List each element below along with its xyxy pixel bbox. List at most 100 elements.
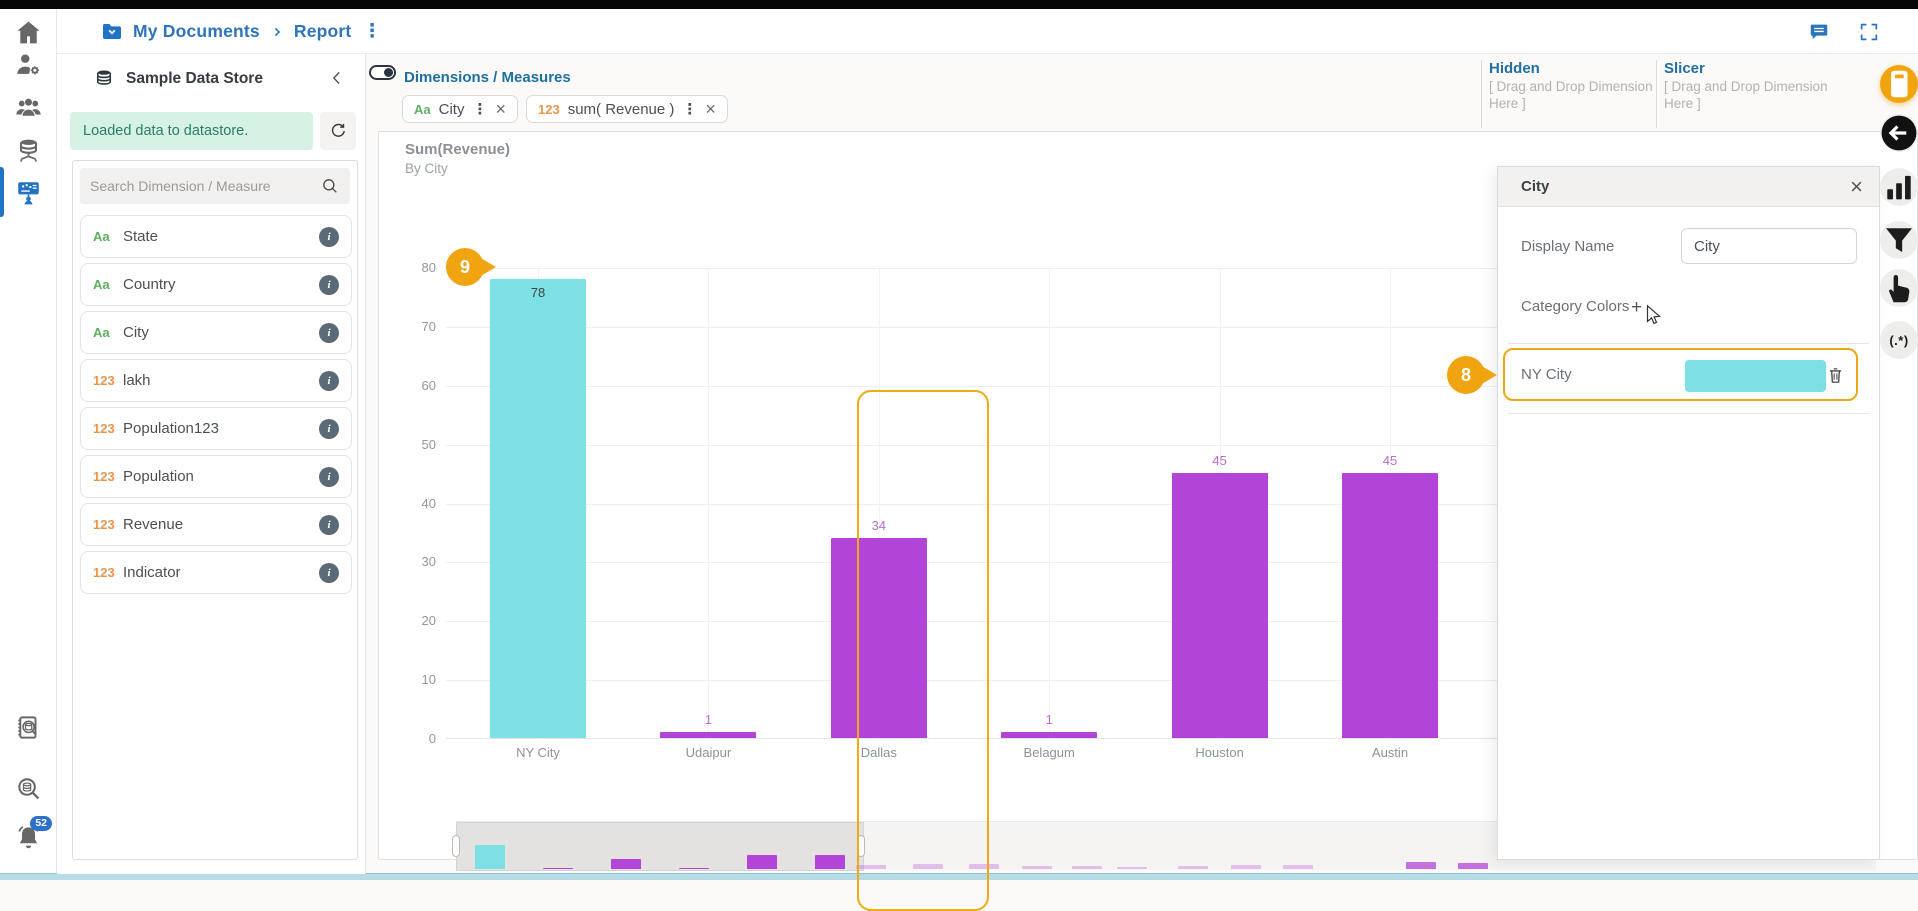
navigator-handle-right[interactable] [857, 835, 865, 857]
folder-dropdown-icon[interactable] [100, 20, 124, 44]
navigator-bar-faded [1178, 866, 1208, 869]
bar-ny-city[interactable] [490, 278, 586, 738]
rail-home-button[interactable] [14, 18, 43, 47]
refresh-button[interactable] [320, 112, 356, 150]
dropzone-hidden-title: Hidden [1489, 60, 1540, 77]
x-axis-label: Dallas [860, 745, 897, 760]
chip-menu-kebab-icon[interactable]: ⋮ [472, 101, 488, 118]
search-input[interactable] [80, 178, 320, 194]
field-label: Population123 [123, 420, 219, 437]
bar-houston[interactable] [1171, 473, 1268, 738]
navigator-bar-faded [913, 864, 943, 869]
tool-filter-button[interactable] [1880, 221, 1918, 259]
bar-dallas[interactable] [830, 537, 927, 738]
info-icon[interactable]: i [319, 418, 339, 439]
active-nav-indicator [0, 167, 4, 217]
rail-data-search-button[interactable] [14, 774, 43, 803]
bottom-scrollbar[interactable] [0, 873, 1918, 880]
bar-belagum[interactable] [1001, 732, 1098, 738]
rail-notifications-button[interactable]: 52 [14, 816, 52, 853]
display-name-input[interactable] [1681, 228, 1857, 264]
filter-icon [1886, 228, 1912, 253]
fullscreen-icon[interactable] [1858, 21, 1880, 43]
x-axis-label: NY City [516, 745, 560, 760]
field-label: Revenue [123, 516, 184, 533]
collapse-panel-icon[interactable] [327, 68, 347, 88]
field-label: Population [123, 468, 194, 485]
field-item-population[interactable]: 123 Population i [80, 455, 352, 498]
tool-chart-bars-button[interactable] [1880, 168, 1918, 206]
field-item-city[interactable]: Aa City i [80, 311, 352, 354]
chip-remove-icon[interactable]: × [495, 99, 506, 119]
bar-udaipur[interactable] [660, 732, 757, 738]
field-item-country[interactable]: Aa Country i [80, 263, 352, 306]
y-axis-tick: 50 [421, 436, 436, 452]
search-icon[interactable] [320, 176, 340, 196]
info-icon[interactable]: i [319, 370, 339, 391]
info-icon[interactable]: i [319, 274, 339, 295]
info-icon[interactable]: i [319, 466, 339, 487]
info-icon[interactable]: i [319, 562, 339, 583]
chip-remove-icon[interactable]: × [705, 99, 716, 119]
close-icon[interactable]: × [1850, 174, 1863, 199]
field-item-state[interactable]: Aa State i [80, 215, 352, 258]
field-item-population123[interactable]: 123 Population123 i [80, 407, 352, 450]
datastore-icon [19, 139, 38, 162]
gridline [446, 385, 1876, 387]
dropzone-hidden[interactable]: Hidden [ Drag and Drop Dimension Here ] [1481, 60, 1653, 128]
breadcrumb-report[interactable]: Report [293, 21, 352, 41]
navigator-selection[interactable] [456, 822, 864, 871]
gridline [446, 680, 1876, 682]
bar-chart-plot: 0 10 20 30 40 50 60 70 80 78 NY City 1 Udaipur 34 Dall… [422, 260, 1876, 760]
category-colors-label: Category Colors [1521, 298, 1630, 315]
category-color-row-label: NY City [1521, 366, 1572, 383]
datastore-panel: Sample Data Store Loaded data to datasto… [57, 54, 366, 874]
rail-data-audit-button[interactable] [14, 713, 43, 742]
chevron-right-icon [269, 24, 285, 40]
bar-value-label: 45 [1212, 453, 1227, 469]
dropzone-slicer[interactable]: Slicer [ Drag and Drop Dimension Here ] [1656, 60, 1828, 128]
bar-austin[interactable] [1342, 473, 1438, 738]
breadcrumb-my-documents[interactable]: My Documents [133, 21, 260, 41]
measure-type-icon: 123 [93, 421, 115, 436]
field-searchbox [80, 168, 350, 204]
field-item-revenue[interactable]: 123 Revenue i [80, 503, 352, 546]
chip-city[interactable]: Aa City ⋮ × [402, 95, 518, 123]
dimension-type-icon: Aa [414, 101, 431, 117]
category-color-row: NY City [1503, 348, 1858, 401]
info-icon[interactable]: i [319, 226, 339, 247]
rail-datastore-button[interactable] [14, 136, 43, 165]
measure-type-icon: 123 [93, 373, 115, 388]
navigator-handle-left[interactable] [452, 835, 460, 857]
datastore-header: Sample Data Store [93, 64, 263, 94]
field-item-indicator[interactable]: 123 Indicator i [80, 551, 352, 594]
tool-regex-button[interactable]: (.*) [1880, 321, 1918, 359]
rail-users-group-button[interactable] [14, 93, 43, 122]
navigator-bar-faded [1283, 865, 1313, 869]
add-category-color-button[interactable]: + [1631, 297, 1643, 318]
status-banner: Loaded data to datastore. [70, 112, 313, 150]
info-icon[interactable]: i [319, 322, 339, 343]
category-color-swatch[interactable] [1685, 360, 1826, 392]
field-item-lakh[interactable]: 123 lakh i [80, 359, 352, 402]
hand-icon [1889, 275, 1910, 303]
chip-sum-revenue-[interactable]: 123 sum( Revenue ) ⋮ × [525, 95, 728, 123]
gridline [1049, 268, 1051, 739]
field-label: State [123, 228, 159, 245]
builder-toggle[interactable] [369, 65, 396, 80]
report-menu-kebab-icon[interactable]: ⋮ [362, 21, 382, 42]
rail-user-settings-button[interactable] [14, 50, 43, 79]
tool-back-button[interactable] [1880, 114, 1918, 152]
refresh-icon [331, 123, 345, 137]
navigator-bar-faded [1022, 866, 1052, 869]
tool-hand-button[interactable] [1880, 269, 1918, 307]
info-icon[interactable]: i [319, 514, 339, 535]
tool-card-button[interactable] [1880, 65, 1918, 103]
measure-type-icon: 123 [93, 517, 115, 532]
comment-icon[interactable] [1808, 21, 1830, 43]
chip-menu-kebab-icon[interactable]: ⋮ [682, 101, 698, 118]
trash-icon[interactable] [1825, 365, 1846, 386]
rail-report-builder-button[interactable] [14, 178, 43, 207]
x-axis-label: Udaipur [685, 745, 732, 760]
chip-label: City [438, 100, 465, 118]
